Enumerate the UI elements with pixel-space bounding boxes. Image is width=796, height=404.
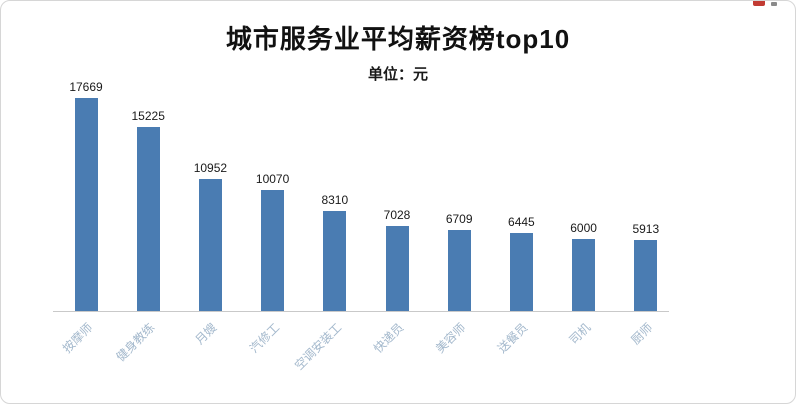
bar-value-label: 6709 xyxy=(445,212,473,226)
x-axis-label: 司机 xyxy=(566,320,593,348)
bar xyxy=(198,179,222,311)
bar-value-label: 6445 xyxy=(508,215,535,229)
bar-value-label: 6000 xyxy=(570,221,597,235)
bar xyxy=(136,127,160,311)
chart-title: 城市服务业平均薪资榜top10 xyxy=(225,24,571,54)
x-axis-label: 送餐员 xyxy=(495,320,531,356)
x-axis-label: 按摩师 xyxy=(59,320,96,356)
bar-value-label: 15225 xyxy=(131,109,165,123)
bar-value-label: 17669 xyxy=(69,80,103,94)
bar-value-label: 8310 xyxy=(321,193,349,207)
bar-value-label: 7028 xyxy=(383,208,411,222)
bar xyxy=(74,98,98,311)
x-axis-label: 快递员 xyxy=(370,320,407,356)
bar xyxy=(509,233,533,311)
bar xyxy=(572,239,596,311)
bar-value-label: 5913 xyxy=(632,222,660,236)
x-axis-label: 厨师 xyxy=(628,320,656,348)
corner-artifact-gray xyxy=(771,2,777,6)
bar-value-label: 10070 xyxy=(255,172,290,186)
chart-subtitle: 单位：元 xyxy=(367,66,428,83)
bar xyxy=(385,226,409,311)
bar xyxy=(634,240,658,311)
x-axis-label: 汽修工 xyxy=(246,320,282,356)
bar xyxy=(447,230,471,311)
x-axis-label: 美容师 xyxy=(433,320,469,356)
bar xyxy=(323,211,347,311)
bar xyxy=(261,190,285,311)
x-axis-line xyxy=(53,311,669,312)
corner-artifact-red xyxy=(753,1,765,6)
x-axis-label: 月嫂 xyxy=(192,320,220,348)
x-axis-label: 空调安装工 xyxy=(291,320,345,373)
x-axis-label: 健身教练 xyxy=(113,320,158,365)
bar-value-label: 10952 xyxy=(193,161,228,175)
